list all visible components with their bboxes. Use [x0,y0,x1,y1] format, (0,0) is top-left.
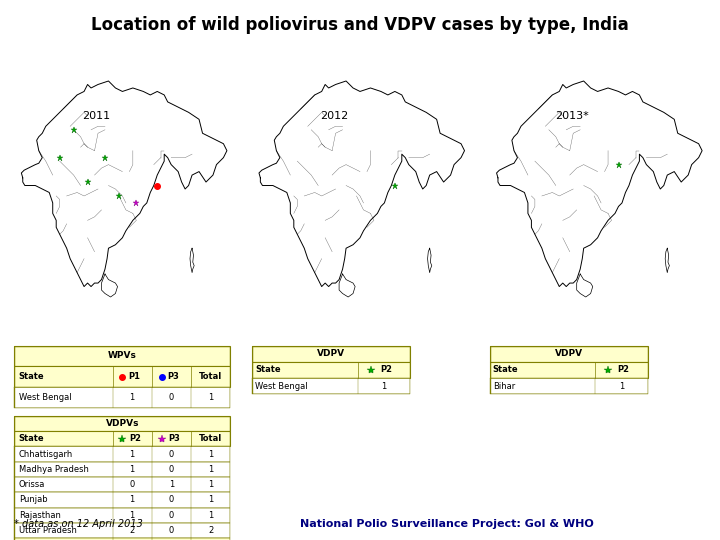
Text: * data as on 12 April 2013: * data as on 12 April 2013 [14,519,143,529]
Text: VDPV: VDPV [554,349,583,358]
Text: 0: 0 [169,496,174,504]
Text: Orissa: Orissa [19,480,45,489]
Text: State: State [492,366,518,374]
Text: 1: 1 [130,496,135,504]
Bar [14,508,230,523]
Bar [490,362,648,378]
Text: State: State [19,434,45,443]
Bar [14,346,230,366]
Text: 1: 1 [382,382,387,390]
Text: P2: P2 [617,366,629,374]
Bar [14,416,230,431]
Text: 2011: 2011 [82,111,111,121]
Text: 1: 1 [208,393,213,402]
Text: Rajasthan: Rajasthan [19,511,60,519]
Bar [14,462,230,477]
Text: WPVs: WPVs [108,352,137,361]
Text: P3: P3 [168,434,180,443]
Text: P2: P2 [379,366,392,374]
Text: Total: Total [199,372,222,381]
Text: Punjab: Punjab [19,496,48,504]
Text: State: State [255,366,281,374]
Text: 2: 2 [130,526,135,535]
Text: 0: 0 [169,526,174,535]
Bar [252,346,410,362]
Bar [14,387,230,408]
Text: 2012: 2012 [320,111,348,121]
Bar [14,431,230,447]
Text: 0: 0 [169,393,174,402]
Bar [14,447,230,462]
Bar [14,477,230,492]
Text: 0: 0 [130,480,135,489]
Text: Madhya Pradesh: Madhya Pradesh [19,465,89,474]
Text: Total: Total [199,434,222,443]
Text: 1: 1 [208,449,213,458]
Text: 2013*: 2013* [555,111,588,121]
Text: 0: 0 [169,449,174,458]
Bar [252,362,410,378]
Text: 0: 0 [169,511,174,519]
Text: 1: 1 [208,465,213,474]
Bar [490,346,648,362]
Bar [14,538,230,540]
Text: Uttar Pradesh: Uttar Pradesh [19,526,76,535]
Text: P1: P1 [128,372,140,381]
Bar [490,378,648,394]
Text: 1: 1 [208,496,213,504]
Text: 1: 1 [130,393,135,402]
Text: 1: 1 [130,449,135,458]
Bar [252,378,410,394]
Text: National Polio Surveillance Project: GoI & WHO: National Polio Surveillance Project: GoI… [300,519,593,529]
Text: 1: 1 [169,480,174,489]
Text: 1: 1 [619,382,624,390]
Text: Location of wild poliovirus and VDPV cases by type, India: Location of wild poliovirus and VDPV cas… [91,16,629,34]
Bar [14,523,230,538]
Text: West Bengal: West Bengal [255,382,307,390]
Text: 1: 1 [130,511,135,519]
Bar [14,366,230,387]
Text: Chhattisgarh: Chhattisgarh [19,449,73,458]
Text: 1: 1 [130,465,135,474]
Text: State: State [19,372,45,381]
Text: 1: 1 [208,511,213,519]
Bar [14,492,230,508]
Text: 1: 1 [208,480,213,489]
Text: P2: P2 [129,434,141,443]
Text: West Bengal: West Bengal [19,393,71,402]
Text: P3: P3 [168,372,179,381]
Text: VDPVs: VDPVs [106,419,139,428]
Text: 0: 0 [169,465,174,474]
Text: VDPV: VDPV [317,349,346,358]
Text: 2: 2 [208,526,213,535]
Text: Bihar: Bihar [492,382,515,390]
